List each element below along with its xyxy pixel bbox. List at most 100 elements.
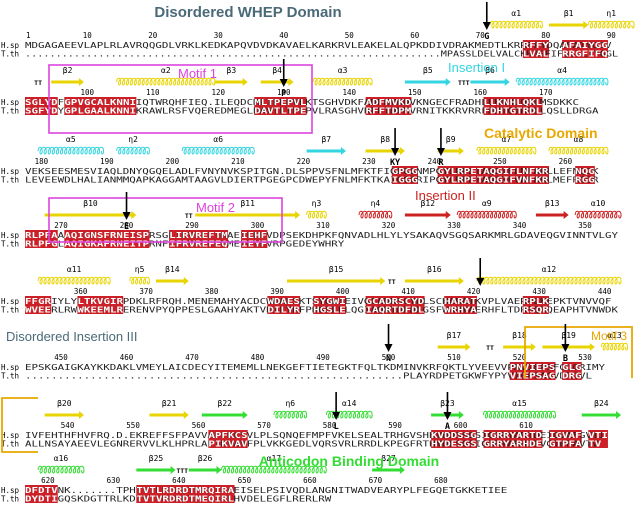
sequence-row-shaded: WKEEMLR bbox=[77, 306, 123, 315]
beta-strand-arrow bbox=[549, 21, 589, 29]
ss-element-α14: α14 bbox=[325, 399, 373, 419]
ss-element-α11: α11 bbox=[37, 265, 111, 285]
ss-element-η4: η4 bbox=[358, 199, 393, 219]
residue-number: 380 bbox=[205, 287, 219, 296]
ss-label: β20 bbox=[57, 399, 72, 408]
motif3-box bbox=[524, 326, 633, 378]
identity-shade bbox=[77, 296, 124, 314]
identity-shade bbox=[25, 485, 58, 503]
alignment-block: α5 η2 α6 β7 β8 β9 α7 α8 180 190 200 210 220 230 240 250… bbox=[1, 135, 609, 185]
alpha-helix-coil bbox=[37, 276, 111, 285]
residue-number: 590 bbox=[388, 421, 402, 430]
identity-shade bbox=[437, 166, 549, 184]
identity-shade bbox=[509, 362, 556, 380]
sequence-row: LEVEEWDLHALIANMMQAPKAGGAMTAAGVLDIERTPGEG… bbox=[25, 176, 599, 185]
residue-number: 130 bbox=[277, 88, 291, 97]
beta-strand-arrow bbox=[44, 411, 84, 419]
ss-element-β4: β4 bbox=[260, 66, 294, 86]
sequence-row-shaded: PNVIEPS bbox=[510, 363, 556, 372]
ss-element-TTT: TTT bbox=[458, 79, 470, 87]
ss-label: β25 bbox=[149, 454, 164, 463]
ss-label: β22 bbox=[218, 399, 233, 408]
identity-shade bbox=[365, 97, 412, 115]
residue-number: 630 bbox=[107, 476, 121, 485]
ss-element-β13: β13 bbox=[535, 199, 569, 219]
ss-label: β12 bbox=[421, 199, 436, 208]
alignment-blocks: α1 β1 η11 10 20 30 40 50 60 70 80 90H.sp MDGAGAEEVLA… bbox=[1, 9, 635, 504]
residue-number: 30 bbox=[214, 31, 224, 40]
ss-label: α4 bbox=[557, 66, 567, 75]
ss-element-α13: α13 bbox=[600, 331, 629, 351]
residue-number: 600 bbox=[454, 421, 468, 430]
marker-residue-label: KY bbox=[390, 158, 401, 168]
marker-residue-label: E bbox=[124, 222, 129, 232]
alpha-helix-coil bbox=[476, 276, 622, 285]
ss-label: α6 bbox=[213, 135, 223, 144]
beta-strand-arrow bbox=[201, 411, 248, 419]
residue-number: 670 bbox=[369, 476, 383, 485]
ss-element-β24: β24 bbox=[581, 399, 622, 419]
ss-label: β10 bbox=[83, 199, 98, 208]
sequence-row: RLPFAAAQIGNSFRNEISPRSGLIRVREFTMAEIEHFVDP… bbox=[25, 231, 619, 240]
alpha-helix-coil bbox=[37, 465, 85, 474]
beta-strand-arrow bbox=[503, 343, 536, 351]
sequence-row-shaded: GYLRPETAQGIFVNFKR bbox=[438, 176, 549, 185]
alpha-helix-coil bbox=[476, 146, 537, 155]
sequence-row: VEKSEESMESVIAQLDNYQGQELADLFVNYNVKSPITGN.… bbox=[25, 167, 599, 176]
species-label: H.sp bbox=[1, 363, 20, 372]
insertion1-label: Insertion I bbox=[448, 60, 505, 75]
alpha-helix-coil bbox=[574, 210, 622, 219]
species-label: T.th bbox=[1, 50, 19, 59]
ss-element-β21: β21 bbox=[149, 399, 189, 419]
sequence-row-shaded: GPVGCALKNNI bbox=[64, 98, 136, 107]
beta-strand-arrow bbox=[156, 277, 189, 285]
ss-element-β9: β9 bbox=[437, 135, 464, 155]
residue-number: 230 bbox=[362, 157, 376, 166]
residue-number: 1 bbox=[26, 31, 31, 40]
alpha-helix-coil bbox=[515, 77, 609, 86]
motif2-box bbox=[48, 197, 283, 243]
ss-element-η1: η1 bbox=[587, 9, 635, 29]
identity-shade bbox=[483, 97, 543, 115]
ss-label: β24 bbox=[594, 399, 609, 408]
residue-number: 460 bbox=[120, 353, 134, 362]
identity-shade bbox=[169, 230, 229, 248]
residue-number: 650 bbox=[238, 476, 252, 485]
residue-number: 190 bbox=[100, 157, 114, 166]
ss-label: β27 bbox=[381, 454, 396, 463]
identity-shade bbox=[313, 296, 346, 314]
residue-number: 430 bbox=[532, 287, 546, 296]
sequence-row-shaded: IGGG bbox=[392, 176, 419, 185]
sequence-row-shaded: IGRRYARTD bbox=[484, 431, 543, 440]
alignment-block: α11 η5 β14 β15 TT β16 α12 360 370 380 390 400 410 420… bbox=[1, 265, 622, 315]
identity-shade bbox=[25, 296, 52, 314]
site-marker-arrow: N bbox=[384, 324, 393, 364]
species-label: H.sp bbox=[1, 297, 20, 306]
sequence-row: WVEERLRWWKEEMLRERENVPYQPPESLGAAHYAKTVDIL… bbox=[25, 306, 619, 315]
residue-number: 640 bbox=[172, 476, 186, 485]
ss-element-η6: η6 bbox=[273, 399, 308, 419]
residue-number: 110 bbox=[146, 88, 160, 97]
alpha-helix-coil bbox=[312, 77, 373, 86]
residue-number: 220 bbox=[297, 157, 311, 166]
ss-label: α1 bbox=[511, 9, 521, 18]
sequence-row: MDGAGAEEVLAPLRLAVRQQGDLVRKLKEDKAPQVDVDKA… bbox=[25, 41, 612, 50]
residue-number: 320 bbox=[382, 221, 396, 230]
ss-label: α2 bbox=[161, 66, 171, 75]
ss-element-TT: TT bbox=[388, 278, 396, 286]
sequence-row-shaded: WDAES bbox=[267, 297, 300, 306]
residue-number: 340 bbox=[513, 221, 527, 230]
site-marker-arrow bbox=[476, 258, 485, 286]
sequence-row-shaded: HARAT bbox=[444, 297, 477, 306]
sequence-row: IVFEHTHFHVFRQ.D.EKREFFSFPAVVAPFKCSVLPLSQ… bbox=[25, 431, 605, 440]
motif2-label: Motif 2 bbox=[196, 200, 235, 215]
ss-label: β15 bbox=[329, 265, 344, 274]
alpha-helix-coil bbox=[358, 210, 393, 219]
marker-head bbox=[279, 79, 288, 87]
sequence-row: ........................................… bbox=[25, 50, 619, 59]
residue-number: 310 bbox=[316, 221, 330, 230]
identity-shade bbox=[562, 40, 589, 58]
residue-number: 680 bbox=[434, 476, 448, 485]
ss-element-η5: η5 bbox=[129, 265, 150, 285]
